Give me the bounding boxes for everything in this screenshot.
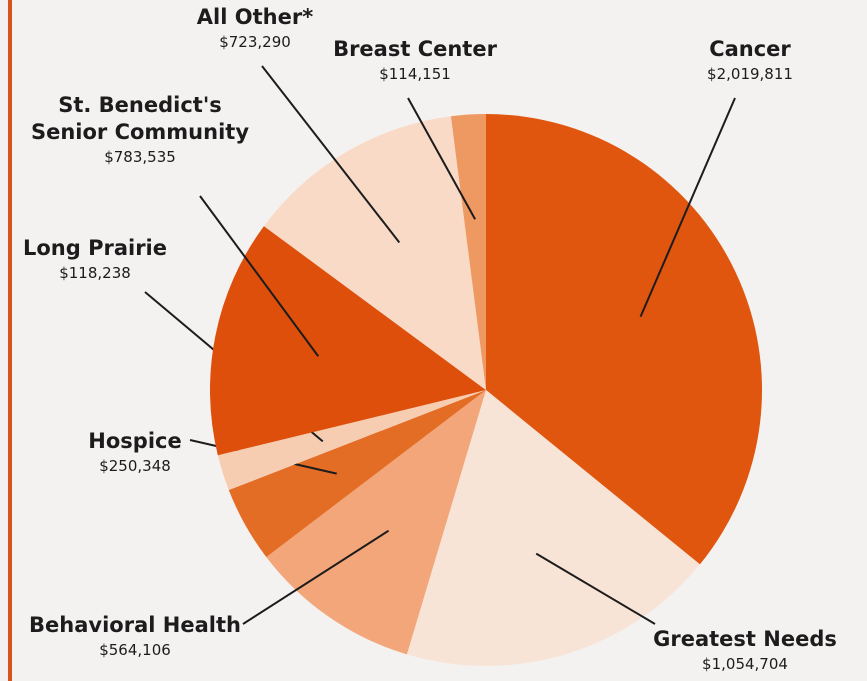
category-label: Greatest Needs [653,627,837,651]
category-label: Behavioral Health [29,613,241,637]
slice-label: All Other* $723,290 [180,4,330,53]
value-label: $114,151 [379,65,451,83]
value-label: $723,290 [219,33,291,51]
slice-label: Long Prairie $118,238 [10,235,180,284]
category-label: St. Benedict's Senior Community [30,93,250,144]
slice-label: Breast Center $114,151 [315,36,515,85]
category-label: Long Prairie [22,236,168,260]
pie-slice [228,390,487,558]
pie-slice [210,226,487,456]
pie-slice [406,390,700,666]
value-label: $2,019,811 [707,65,793,83]
slice-label: Behavioral Health $564,106 [15,612,255,661]
category-label: Cancer [709,37,791,61]
value-label: $564,106 [99,641,171,659]
leader-line [199,195,320,357]
value-label: $1,054,704 [702,655,788,673]
pie-slice [263,116,486,391]
value-label: $250,348 [99,457,171,475]
side-border [8,0,12,681]
leader-line [535,552,656,625]
category-label: Breast Center [333,37,497,61]
value-label: $118,238 [59,264,131,282]
category-label: All Other* [196,5,314,29]
pie-slice [266,390,486,655]
pie-slice [486,114,762,565]
leader-line [242,529,390,625]
value-label: $783,535 [104,148,176,166]
leader-line [639,97,736,317]
pie-slice [217,390,486,491]
slice-label: Hospice $250,348 [60,428,210,477]
slice-label: Cancer $2,019,811 [650,36,850,85]
leader-line [407,97,476,220]
leader-line [261,65,401,244]
slice-label: Greatest Needs $1,054,704 [635,626,855,675]
slice-label: St. Benedict's Senior Community $783,535 [20,92,260,168]
pie-slice [450,114,486,390]
category-label: Hospice [88,429,182,453]
